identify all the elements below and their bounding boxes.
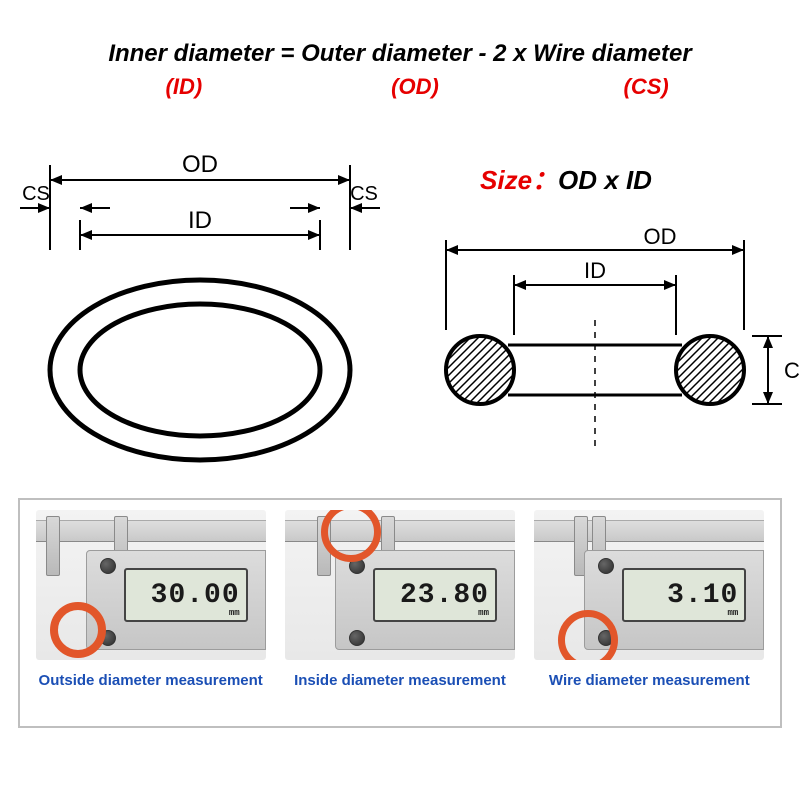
- cross-id-label: ID: [584, 258, 606, 283]
- od-label: OD: [182, 151, 218, 178]
- caliper-jaw-left: [46, 516, 60, 576]
- caliper-lcd: 30.00mm: [124, 568, 248, 622]
- caliper-image: 23.80mm: [285, 510, 515, 660]
- caliper-caption: Outside diameter measurement: [39, 672, 263, 690]
- ring-top-view: OD ID CS CS: [0, 120, 400, 490]
- caliper-lcd: 3.10mm: [622, 568, 746, 622]
- formula-rhs1: Outer diameter: [301, 40, 472, 67]
- formula-rhs2: Wire diameter: [533, 40, 692, 67]
- right-diagram: Size：OD x ID OD ID: [400, 120, 800, 490]
- formula-minus: -: [478, 40, 486, 67]
- formula-eq: =: [280, 40, 294, 67]
- formula-two: 2 x: [493, 40, 526, 67]
- caliper-card: 30.00mm Outside diameter measurement: [31, 510, 271, 690]
- formula-lhs: Inner diameter: [108, 40, 273, 67]
- caliper-button: [349, 630, 365, 646]
- caliper-caption: Wire diameter measurement: [549, 672, 750, 690]
- caliper-image: 30.00mm: [36, 510, 266, 660]
- caliper-caption: Inside diameter measurement: [294, 672, 506, 690]
- caliper-image: 3.10mm: [534, 510, 764, 660]
- diagram-row: OD ID CS CS Size：OD x ID: [0, 120, 800, 490]
- caliper-button: [100, 558, 116, 574]
- left-diagram: OD ID CS CS: [0, 120, 400, 490]
- size-value: OD x ID: [558, 165, 652, 195]
- caliper-card: 3.10mm Wire diameter measurement: [529, 510, 769, 690]
- size-prefix: Size：: [480, 165, 558, 195]
- abbrev-od: (OD): [300, 74, 530, 100]
- abbrev-id: (ID): [74, 74, 294, 100]
- caliper-scale-bar: [534, 520, 764, 542]
- abbrev-cs: (CS): [536, 74, 756, 100]
- caliper-lcd: 23.80mm: [373, 568, 497, 622]
- id-label: ID: [188, 207, 212, 234]
- size-label: Size：OD x ID: [480, 160, 652, 197]
- cross-cs-label: CS: [784, 358, 800, 383]
- abbrev-row: (ID) (OD) (CS): [0, 74, 800, 100]
- o-ring-sample: [50, 602, 106, 658]
- caliper-scale-bar: [36, 520, 266, 542]
- cs-label-right: CS: [350, 183, 378, 205]
- caliper-panel: 30.00mm Outside diameter measurement 23.80…: [18, 498, 782, 728]
- unit-label: mm: [229, 608, 240, 618]
- cross-od-label: OD: [644, 224, 677, 249]
- unit-label: mm: [478, 608, 489, 618]
- formula-row: Inner diameter = Outer diameter - 2 x Wi…: [0, 0, 800, 68]
- unit-label: mm: [728, 608, 739, 618]
- caliper-card: 23.80mm Inside diameter measurement: [280, 510, 520, 690]
- cs-label-left: CS: [22, 183, 50, 205]
